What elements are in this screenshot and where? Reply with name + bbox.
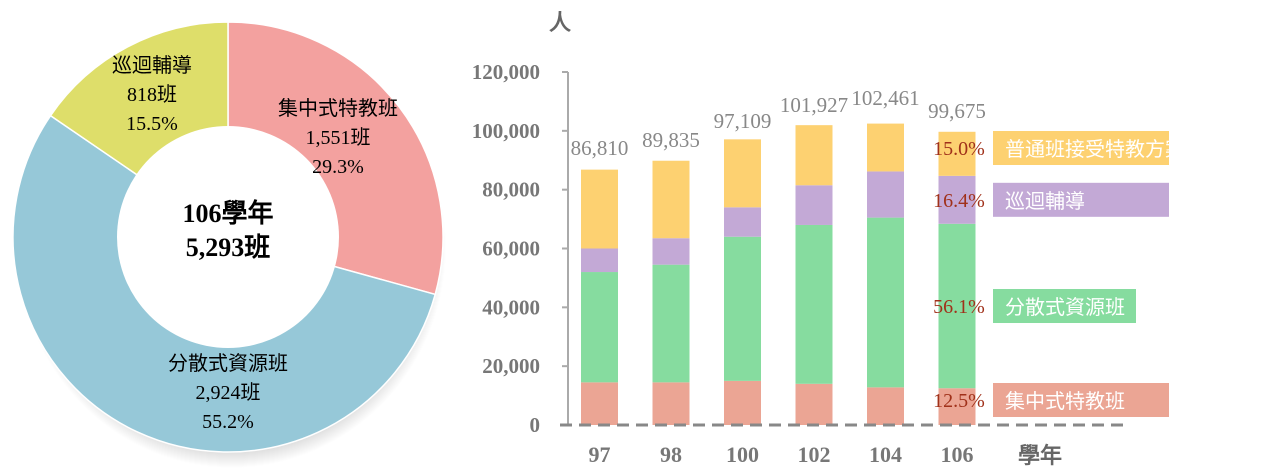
donut-center-year: 106學年 <box>182 198 273 228</box>
bar-segment <box>867 387 904 425</box>
bar-segment <box>795 185 833 225</box>
bar-segment <box>938 388 976 425</box>
x-tick-label: 104 <box>869 442 902 467</box>
bar-segment <box>938 131 976 176</box>
legend-label: 普通班接受特教方案 <box>1005 137 1185 161</box>
stacked-bar-chart: 人 學年 0 20,000 40,000 60,000 80,000 100,000 120… <box>472 11 1185 468</box>
bar-segment <box>652 382 690 425</box>
bar-segment <box>938 175 976 224</box>
donut-hole <box>117 126 339 348</box>
x-tick-label: 100 <box>726 442 759 467</box>
bar-total-label: 101,927 <box>780 93 848 117</box>
slice-label-name: 巡迴輔導 <box>112 53 192 77</box>
y-tick-label: 120,000 <box>472 60 540 84</box>
y-tick-label: 40,000 <box>482 295 540 319</box>
slice-label-count: 818班 <box>127 83 177 106</box>
slice-label-name: 集中式特教班 <box>278 96 398 120</box>
bar-total-label: 97,109 <box>714 109 772 133</box>
x-axis-label: 學年 <box>1018 443 1062 468</box>
bar-segment <box>724 236 761 381</box>
bar-segment <box>581 248 618 273</box>
bar-segment <box>652 160 690 239</box>
legend-label: 集中式特教班 <box>1005 389 1125 413</box>
slice-label-percent: 29.3% <box>312 156 364 178</box>
legend-swatch <box>993 131 1169 165</box>
donut-chart: 106學年 5,293班 集中式特教班 1,551班 29.3% 分散式資源班 … <box>12 21 446 468</box>
bar-segment <box>867 123 904 172</box>
x-tick-label: 102 <box>798 442 831 467</box>
bar-total-label: 102,461 <box>851 86 919 110</box>
y-tick-label: 60,000 <box>482 237 540 261</box>
segment-percent-label: 15.0% <box>933 138 985 160</box>
slice-label-name: 分散式資源班 <box>168 351 288 375</box>
legend-swatch <box>993 289 1136 324</box>
slice-label-count: 2,924班 <box>196 381 261 404</box>
bar-segment <box>795 224 833 384</box>
bar-segment <box>795 383 833 425</box>
bar-segment <box>795 125 833 186</box>
bar-segment <box>581 382 618 425</box>
bar-segment <box>581 169 618 249</box>
slice-label-percent: 15.5% <box>126 113 178 135</box>
donut-center-count: 5,293班 <box>186 233 271 262</box>
y-tick-label: 100,000 <box>472 119 540 143</box>
bar-segment <box>724 139 761 208</box>
bar-segment <box>867 217 904 388</box>
y-tick-label: 20,000 <box>482 354 540 378</box>
y-axis-label: 人 <box>549 11 571 36</box>
segment-percent-label: 56.1% <box>933 296 985 318</box>
segment-percent-label: 16.4% <box>933 190 985 212</box>
bar-segment <box>652 264 690 383</box>
bar-segment <box>867 171 904 218</box>
x-tick-label: 106 <box>941 442 974 467</box>
bar-total-label: 99,675 <box>928 99 986 123</box>
bar-segment <box>724 207 761 237</box>
bar-segment <box>581 272 618 383</box>
bar-total-label: 89,835 <box>642 128 700 152</box>
y-tick-label: 80,000 <box>482 178 540 202</box>
bar-total-label: 86,810 <box>571 136 629 160</box>
slice-label-percent: 55.2% <box>202 411 254 433</box>
legend-label: 分散式資源班 <box>1005 295 1125 319</box>
y-tick-label: 0 <box>530 413 541 437</box>
bar-segment <box>724 380 761 425</box>
segment-percent-label: 12.5% <box>933 390 985 412</box>
legend-swatch <box>993 383 1169 417</box>
legend-label: 巡迴輔導 <box>1005 189 1085 213</box>
bar-segment <box>938 223 976 389</box>
legend-swatch <box>993 182 1169 217</box>
x-tick-label: 98 <box>660 442 682 467</box>
slice-label-count: 1,551班 <box>306 126 371 149</box>
bar-segment <box>652 238 690 265</box>
x-tick-label: 97 <box>589 442 611 467</box>
